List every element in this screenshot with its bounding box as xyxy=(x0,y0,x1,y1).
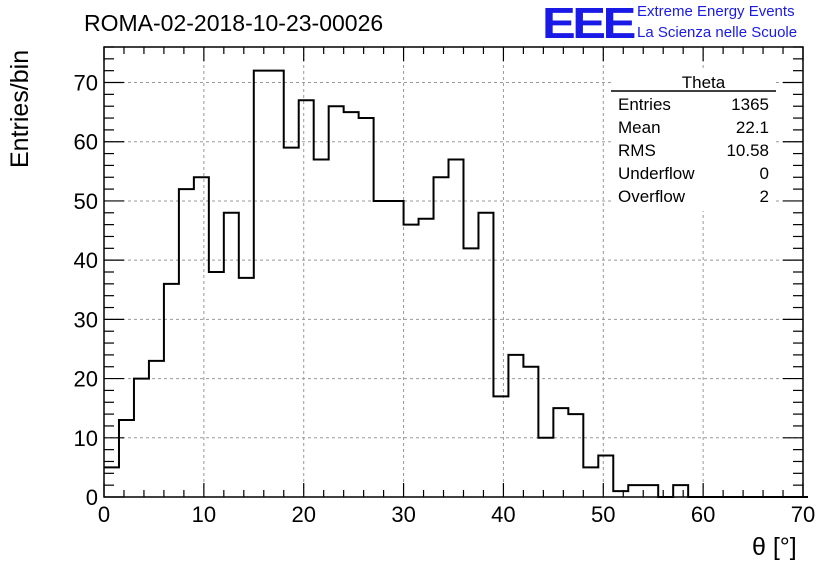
histogram-bin xyxy=(643,485,658,497)
histogram-bin xyxy=(329,106,344,497)
histogram-bin xyxy=(254,71,269,497)
histogram-bin xyxy=(523,367,538,497)
stats-row-value: 22.1 xyxy=(736,118,769,137)
logo-subtitle-1: Extreme Energy Events xyxy=(637,3,795,20)
stats-box: Theta Entries 1365 Mean 22.1 RMS 10.58 Underflo… xyxy=(611,71,776,211)
x-tick-label: 0 xyxy=(98,502,110,527)
histogram-bin xyxy=(568,414,583,497)
histogram-outline xyxy=(104,69,808,498)
axis-ticks xyxy=(103,46,804,498)
histogram-bin xyxy=(299,100,314,497)
histogram-bin xyxy=(553,408,568,497)
histogram-bin xyxy=(164,284,179,497)
histogram-bin xyxy=(119,420,134,497)
histogram-bin xyxy=(344,112,359,497)
histogram-bin xyxy=(239,278,254,497)
stats-row-label: RMS xyxy=(618,141,656,160)
x-axis-label: θ [°] xyxy=(752,533,797,561)
x-tick-label: 40 xyxy=(491,502,515,527)
histogram-bin xyxy=(374,201,389,497)
logo-subtitle-2: La Scienza nelle Scuole xyxy=(637,24,798,41)
x-tick-label: 60 xyxy=(691,502,715,527)
y-tick-label: 70 xyxy=(74,71,98,96)
histogram-bin xyxy=(104,467,119,497)
x-tick-label: 20 xyxy=(291,502,315,527)
y-axis-label: Entries/bin xyxy=(6,49,34,168)
x-tick-label: 70 xyxy=(791,502,815,527)
y-tick-label: 50 xyxy=(74,189,98,214)
histogram-bin xyxy=(314,160,329,498)
histogram-bin xyxy=(449,160,464,498)
histogram-bin xyxy=(194,177,209,497)
stats-row-label: Overflow xyxy=(618,187,686,206)
histogram-bin xyxy=(359,118,374,497)
histogram-bin xyxy=(583,467,598,497)
stats-title: Theta xyxy=(682,73,726,92)
stats-row-value: 10.58 xyxy=(726,141,769,160)
histogram-bin xyxy=(149,361,164,497)
histogram-bin xyxy=(463,248,478,497)
stats-row-value: 0 xyxy=(760,164,769,183)
histogram-bin xyxy=(538,438,553,497)
y-tick-label: 40 xyxy=(74,248,98,273)
stats-row-value: 2 xyxy=(760,187,769,206)
stats-row-label: Entries xyxy=(618,95,671,114)
stats-box-bg xyxy=(611,71,776,211)
histogram-bin xyxy=(224,213,239,497)
histogram-bin xyxy=(673,485,688,497)
histogram-bin xyxy=(478,213,493,497)
histogram-bin xyxy=(389,201,404,497)
y-tick-label: 20 xyxy=(74,367,98,392)
histogram-bin xyxy=(598,456,613,497)
histogram-bin xyxy=(419,219,434,497)
y-tick-label: 60 xyxy=(74,130,98,155)
x-tick-label: 10 xyxy=(192,502,216,527)
run-title: ROMA-02-2018-10-23-00026 xyxy=(84,10,384,36)
histogram-bin xyxy=(209,272,224,497)
histogram-bin xyxy=(284,148,299,497)
y-tick-label: 10 xyxy=(74,426,98,451)
y-tick-label: 0 xyxy=(86,485,98,510)
histogram-bin xyxy=(404,225,419,497)
x-tick-label: 30 xyxy=(391,502,415,527)
histogram-bin xyxy=(179,189,194,497)
y-tick-label: 30 xyxy=(74,307,98,332)
stats-row-label: Underflow xyxy=(618,164,695,183)
histogram-bin xyxy=(628,485,643,497)
x-tick-label: 50 xyxy=(591,502,615,527)
stats-row-label: Mean xyxy=(618,118,661,137)
stats-row-value: 1365 xyxy=(731,95,769,114)
histogram-bin xyxy=(508,355,523,497)
histogram-series xyxy=(104,69,808,498)
eee-logo: EEE xyxy=(542,0,636,48)
histogram-bin xyxy=(434,177,449,497)
histogram-bin xyxy=(493,396,508,497)
histogram-bin xyxy=(269,71,284,497)
